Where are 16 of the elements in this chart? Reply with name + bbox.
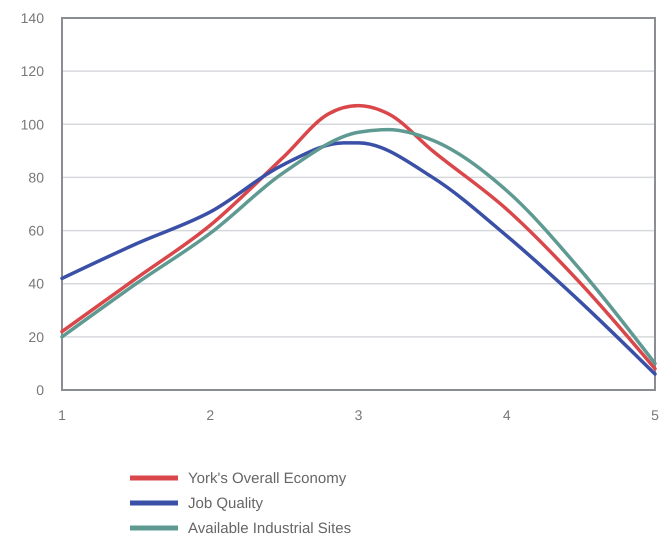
y-tick-label: 120 <box>20 63 44 80</box>
legend-label: Job Quality <box>188 495 264 512</box>
x-tick-label: 3 <box>354 407 363 423</box>
y-tick-label: 40 <box>28 276 44 292</box>
y-tick-label: 20 <box>28 328 44 345</box>
y-tick-label: 140 <box>20 10 44 26</box>
x-tick-label: 4 <box>502 407 511 423</box>
y-tick-label: 80 <box>28 169 44 186</box>
y-tick-label: 100 <box>20 116 44 132</box>
x-tick-label: 1 <box>58 407 66 423</box>
y-tick-label: 0 <box>36 382 44 398</box>
x-tick-label: 2 <box>206 407 214 423</box>
legend-label: York's Overall Economy <box>188 470 347 487</box>
x-tick-label: 5 <box>651 407 660 423</box>
y-tick-label: 60 <box>28 222 44 239</box>
legend-label: Available Industrial Sites <box>188 520 352 537</box>
